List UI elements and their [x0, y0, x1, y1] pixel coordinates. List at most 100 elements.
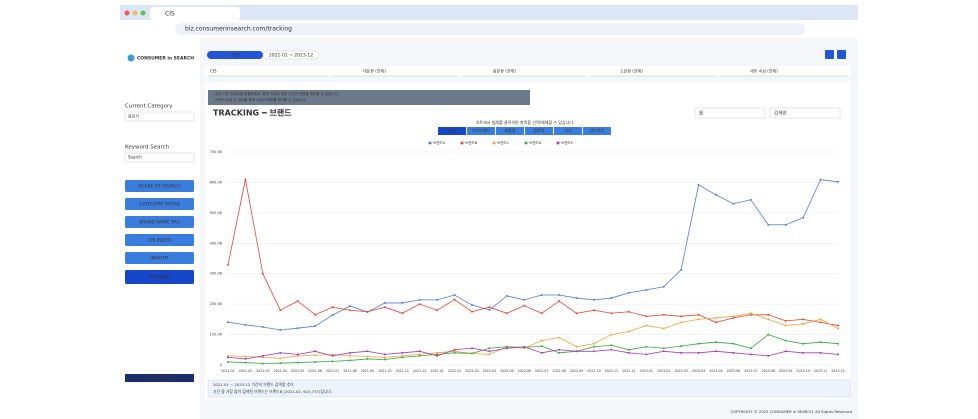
data-point [314, 313, 317, 316]
data-point [697, 342, 700, 345]
footer-note [207, 379, 851, 398]
legend-marker[interactable] [556, 141, 560, 145]
legend-marker[interactable] [524, 141, 528, 145]
data-point [732, 316, 735, 319]
data-point [401, 351, 404, 354]
tab-button[interactable] [554, 127, 582, 135]
data-point [627, 291, 630, 294]
legend-marker[interactable] [492, 141, 496, 145]
menu-button[interactable] [125, 216, 194, 228]
data-point [436, 354, 439, 357]
data-point [645, 353, 648, 356]
data-point [645, 288, 648, 291]
data-point [261, 362, 264, 365]
x-tick-label: 2023-12 [831, 369, 844, 373]
legend-label[interactable]: 브랜드B [465, 140, 478, 145]
data-point [749, 353, 752, 356]
tab-button[interactable] [496, 127, 524, 135]
tab-button[interactable] [525, 127, 553, 135]
menu-label: BRAND NAME TAG [139, 220, 180, 226]
legend-label[interactable]: 브랜드E [561, 140, 573, 145]
address-bar[interactable] [175, 23, 805, 35]
data-point [296, 361, 299, 364]
tab-bar [120, 5, 858, 20]
data-point [488, 347, 491, 350]
data-point [366, 355, 369, 358]
footer-line: 2021-01 ~ 2023-12 기간의 브랜드 검색량 추이 [213, 382, 294, 387]
data-point [383, 358, 386, 361]
tab-button[interactable] [583, 127, 611, 135]
data-point [383, 356, 386, 359]
x-tick-label: 2022-08 [552, 369, 565, 373]
data-point [680, 345, 683, 348]
data-point [732, 351, 735, 354]
period-box[interactable] [262, 50, 320, 60]
x-tick-label: 2023-11 [814, 369, 827, 373]
series-line [227, 346, 839, 360]
tab-button[interactable] [467, 127, 495, 135]
x-tick-label: 2021-12 [413, 369, 426, 373]
data-point [488, 350, 491, 353]
data-point [697, 351, 700, 354]
data-point [471, 304, 473, 307]
data-point [418, 303, 421, 306]
guide-button[interactable] [125, 374, 194, 382]
series-line [227, 312, 839, 359]
data-point [523, 304, 526, 307]
category-select[interactable] [124, 111, 195, 122]
menu-button[interactable] [125, 270, 194, 284]
menu-button[interactable] [125, 198, 194, 210]
legend-marker[interactable] [428, 141, 432, 145]
max-dot[interactable] [140, 10, 146, 16]
data-point [366, 310, 369, 313]
y-tick-label: 100.0K [210, 333, 223, 337]
unit-select[interactable] [694, 107, 766, 119]
x-tick-label: 2022-11 [605, 369, 618, 373]
data-point [627, 310, 630, 313]
data-point [227, 356, 229, 359]
print-button[interactable] [837, 50, 846, 59]
legend-label[interactable]: 브랜드D [529, 140, 542, 145]
x-tick-label: 2023-02 [657, 369, 670, 373]
filter-label: 세부 속성 (전체) [750, 68, 778, 74]
data-point [488, 308, 491, 311]
export-button[interactable] [825, 50, 834, 59]
data-point [767, 223, 770, 226]
data-point [558, 300, 561, 303]
data-point [732, 202, 735, 205]
menu-button[interactable] [125, 234, 194, 246]
data-point [279, 329, 282, 332]
x-tick-label: 2022-12 [622, 369, 635, 373]
close-dot[interactable] [124, 10, 130, 16]
menu-button[interactable] [125, 180, 194, 192]
data-point [453, 351, 456, 354]
legend-label[interactable]: 브랜드A [433, 140, 446, 145]
menu-button[interactable] [125, 252, 194, 264]
data-point [314, 350, 317, 353]
data-point [680, 268, 683, 271]
data-point [575, 345, 578, 348]
x-tick-label: 2021-02 [239, 369, 252, 373]
data-point [261, 356, 264, 359]
period-label: 기간 [231, 52, 239, 59]
data-point [331, 306, 334, 309]
tab-button[interactable] [438, 127, 466, 135]
y-tick-label: 300.0K [210, 272, 223, 276]
tab[interactable] [150, 7, 240, 20]
keyword-input[interactable] [124, 152, 195, 163]
data-point [227, 354, 229, 357]
hint: 차트에서 범례를 클릭하면 항목을 선택/해제할 수 있습니다. [476, 119, 575, 125]
legend-label[interactable]: 브랜드C [497, 140, 510, 145]
tab-label: 속성 [564, 127, 572, 133]
data-point [784, 350, 787, 353]
x-tick-label: 2021-03 [256, 369, 269, 373]
data-point [715, 316, 717, 319]
legend-marker[interactable] [460, 141, 464, 145]
metric-select[interactable] [769, 107, 841, 119]
min-dot[interactable] [132, 10, 138, 16]
filter-label: 소분류 (전체) [620, 68, 643, 74]
tab-label: 원료명 [533, 127, 544, 133]
data-point [488, 353, 491, 356]
data-point [453, 348, 456, 351]
menu-label: CATEGORY TREND [139, 202, 181, 208]
